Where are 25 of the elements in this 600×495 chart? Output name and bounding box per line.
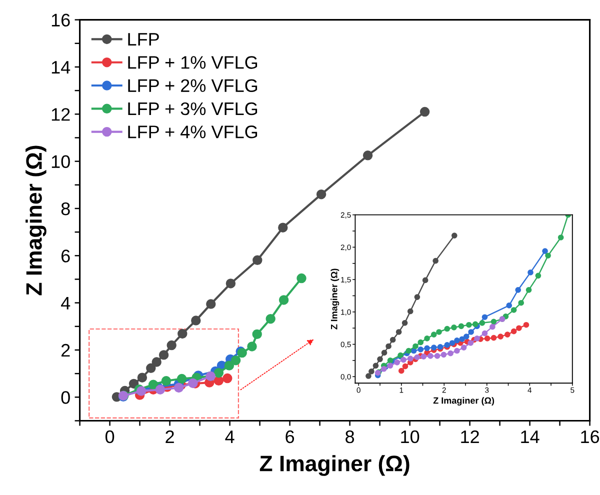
legend-label: LFP: [128, 33, 159, 46]
x-tick-label: 0: [105, 430, 114, 444]
y-tick-label: 12: [52, 108, 70, 121]
x-tick-label: 2: [166, 430, 174, 443]
x-tick-label: 4: [225, 430, 234, 443]
x-tick-label: 10: [401, 430, 420, 444]
legend-label: LFP + 3% VFLG: [128, 102, 258, 116]
x-tick-label: 12: [461, 430, 479, 443]
y-tick-label: 4: [61, 296, 70, 310]
x-tick-label: 16: [581, 430, 600, 444]
x-tick-label: 6: [286, 430, 294, 444]
y-tick-label: 14: [52, 61, 70, 74]
y-tick-label: 6: [62, 250, 70, 262]
y-axis-title: Z Imaginer (Ω): [330, 268, 340, 330]
y-tick-label: 8: [61, 202, 70, 216]
legend-label: LFP + 1% VFLG: [128, 56, 258, 69]
y-tick-label: 2: [62, 344, 70, 357]
legend-label: LFP + 4% VFLG: [128, 126, 258, 138]
x-axis-title: Z Imaginer (Ω): [433, 397, 494, 406]
x-axis-title: Z Imaginer (Ω): [260, 455, 410, 476]
legend-label: LFP + 2% VFLG: [128, 79, 258, 92]
x-tick-label: 14: [521, 430, 540, 443]
y-tick-label: 16: [52, 14, 70, 27]
y-axis-title: Z Imaginer (Ω): [26, 146, 46, 296]
y-tick-label: 10: [52, 155, 70, 168]
